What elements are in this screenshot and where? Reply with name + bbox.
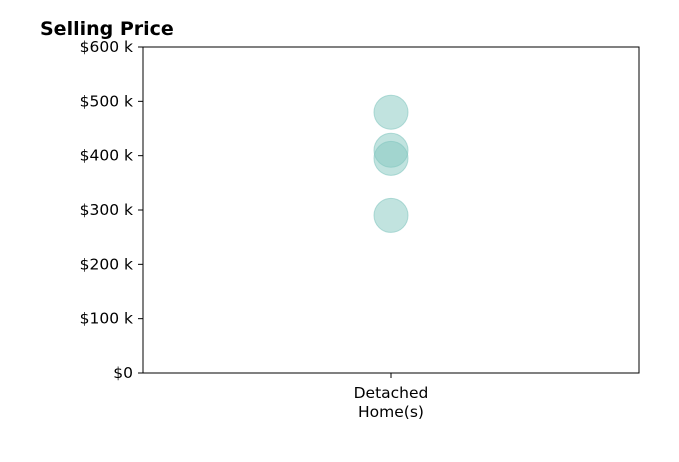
chart-title: Selling Price	[40, 18, 174, 40]
y-tick-label: $400 k	[80, 147, 133, 165]
y-axis: $0 $100 k $200 k $300 k $400 k $500 k $600 k	[80, 38, 143, 382]
y-tick-label: $100 k	[80, 310, 133, 328]
y-tick-label: $500 k	[80, 92, 133, 110]
data-point	[373, 197, 409, 233]
x-axis: Detached Home(s)	[354, 373, 429, 421]
y-tick-label: $200 k	[80, 255, 133, 273]
x-tick-label: Detached Home(s)	[354, 384, 429, 421]
y-tick-label: $600 k	[80, 38, 133, 56]
data-point	[373, 140, 409, 176]
data-points	[373, 94, 409, 233]
y-tick-label: $0	[113, 364, 133, 382]
data-point	[373, 94, 409, 130]
y-tick-label: $300 k	[80, 201, 133, 219]
